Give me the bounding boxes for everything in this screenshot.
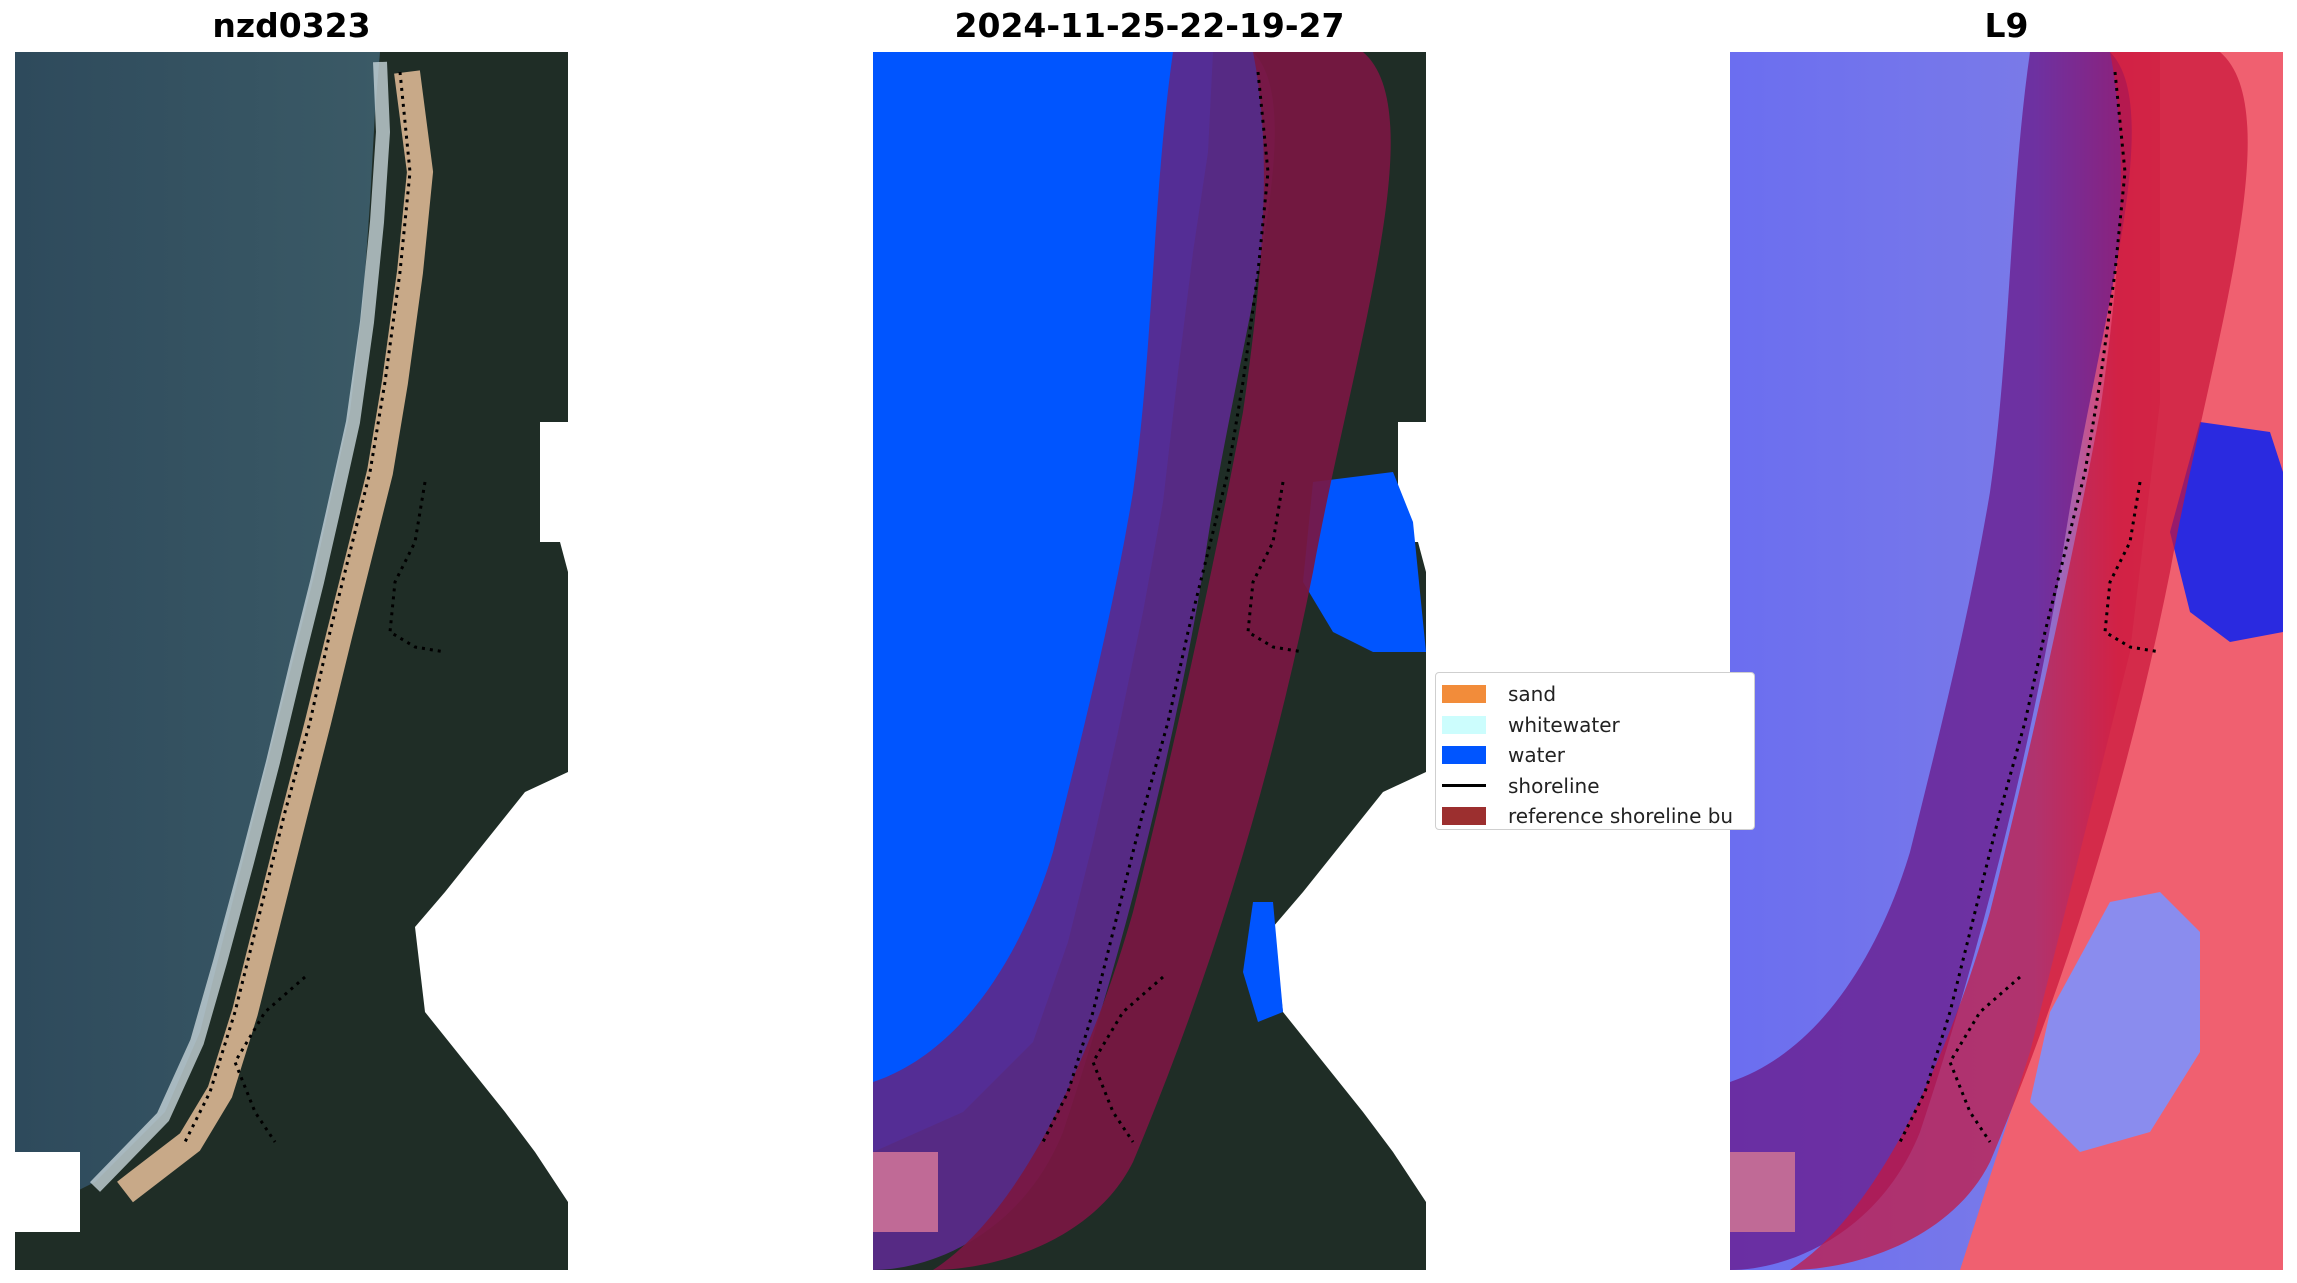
legend-item-sand: sand <box>1436 679 1754 710</box>
shoreline-secondary <box>1948 975 2021 1143</box>
reference-buffer-land <box>933 52 1391 1270</box>
shoreline-secondary <box>1246 481 1304 654</box>
water-class <box>1303 472 1426 652</box>
index-image-panel <box>1730 52 2283 1270</box>
legend-swatch-reference-buffer <box>1442 807 1486 826</box>
shoreline-secondary <box>233 975 306 1143</box>
legend-swatch-sand <box>1442 685 1486 704</box>
shoreline <box>1898 71 2127 1143</box>
index-water-pond <box>2170 422 2283 642</box>
shoreline-secondary <box>2103 481 2161 654</box>
shoreline-secondary <box>388 481 446 654</box>
legend-label: water <box>1508 743 1565 768</box>
legend: sand whitewater water shoreline referenc… <box>1435 672 1755 830</box>
legend-label: whitewater <box>1508 712 1620 737</box>
legend-item-shoreline: shoreline <box>1436 771 1754 802</box>
legend-swatch-shoreline <box>1442 784 1486 788</box>
reference-buffer <box>873 52 1275 1270</box>
panel-title-rgb: nzd0323 <box>212 6 371 45</box>
beach-strip <box>117 70 434 1203</box>
water-class <box>1243 902 1283 1022</box>
water-class <box>873 52 1213 1152</box>
legend-label: shoreline <box>1508 773 1600 798</box>
reference-buffer-land <box>1790 52 2248 1270</box>
classified-image-panel <box>873 52 1426 1270</box>
shoreline <box>183 71 412 1143</box>
legend-label: sand <box>1508 682 1557 707</box>
panel-title-index: L9 <box>1984 6 2029 45</box>
legend-swatch-whitewater <box>1442 715 1486 734</box>
no-data-region <box>415 772 568 1202</box>
no-data-corner <box>15 1152 80 1232</box>
shoreline <box>1041 71 1270 1143</box>
no-data-region <box>540 422 568 572</box>
no-data-region <box>1273 772 1426 1202</box>
legend-item-water: water <box>1436 740 1754 771</box>
legend-swatch-water <box>1442 746 1486 765</box>
legend-label: reference shoreline bu <box>1508 804 1734 829</box>
index-water-area <box>2030 892 2200 1152</box>
panel-title-classified: 2024-11-25-22-19-27 <box>954 6 1345 45</box>
surf-zone <box>89 61 391 1192</box>
no-data-corner <box>873 1152 938 1232</box>
shoreline-secondary <box>1091 975 1164 1143</box>
no-data-corner <box>1730 1152 1795 1232</box>
sea-area <box>15 52 380 1222</box>
legend-item-whitewater: whitewater <box>1436 710 1754 741</box>
legend-item-reference-buffer: reference shoreline bu <box>1436 801 1754 829</box>
reference-buffer <box>1730 52 2132 1270</box>
rgb-image-panel <box>15 52 568 1270</box>
